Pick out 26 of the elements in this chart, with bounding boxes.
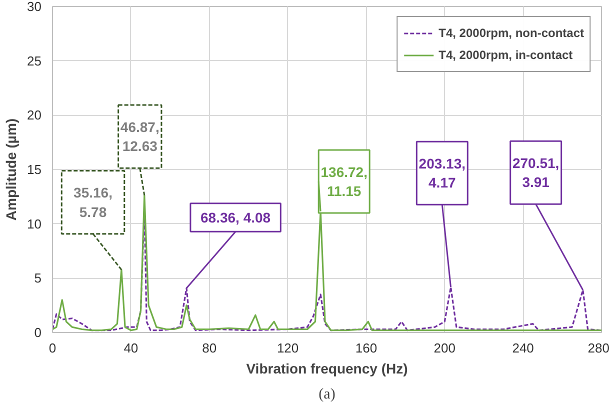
x-tick-label: 160 xyxy=(355,340,378,356)
y-tick-label: 25 xyxy=(27,53,42,68)
y-tick-label: 15 xyxy=(27,162,42,177)
annotation: 203.13, 4.17 xyxy=(418,155,466,191)
x-tick-label: 240 xyxy=(512,340,534,356)
y-tick-label: 0 xyxy=(34,325,42,340)
y-tick-label: 30 xyxy=(27,0,42,14)
annotation: 46.87, 12.63 xyxy=(120,118,160,154)
x-tick-label: 200 xyxy=(434,340,456,356)
x-tick-label: 80 xyxy=(202,340,217,356)
annotation: 136.72, 11.15 xyxy=(320,164,368,200)
x-tick-label: 0 xyxy=(48,340,56,356)
text: (a) xyxy=(318,386,336,402)
annotation: 270.51, 3.91 xyxy=(512,155,560,190)
annotation: 68.36, 4.08 xyxy=(200,210,271,226)
y-axis-title: Amplitude (µm) xyxy=(3,118,20,221)
legend-label: T4, 2000rpm, in-contact xyxy=(438,48,573,62)
x-tick-label: 40 xyxy=(124,340,138,356)
legend-label: T4, 2000rpm, non-contact xyxy=(438,26,584,40)
x-tick-label: 120 xyxy=(276,340,299,356)
y-tick-label: 5 xyxy=(34,270,42,286)
y-tick-label: 10 xyxy=(27,216,42,232)
y-tick-label: 20 xyxy=(27,108,42,123)
x-tick-label: 280 xyxy=(588,340,609,356)
annotation: 35.16, 5.78 xyxy=(74,184,112,220)
x-axis-title: Vibration frequency (Hz) xyxy=(246,360,408,376)
